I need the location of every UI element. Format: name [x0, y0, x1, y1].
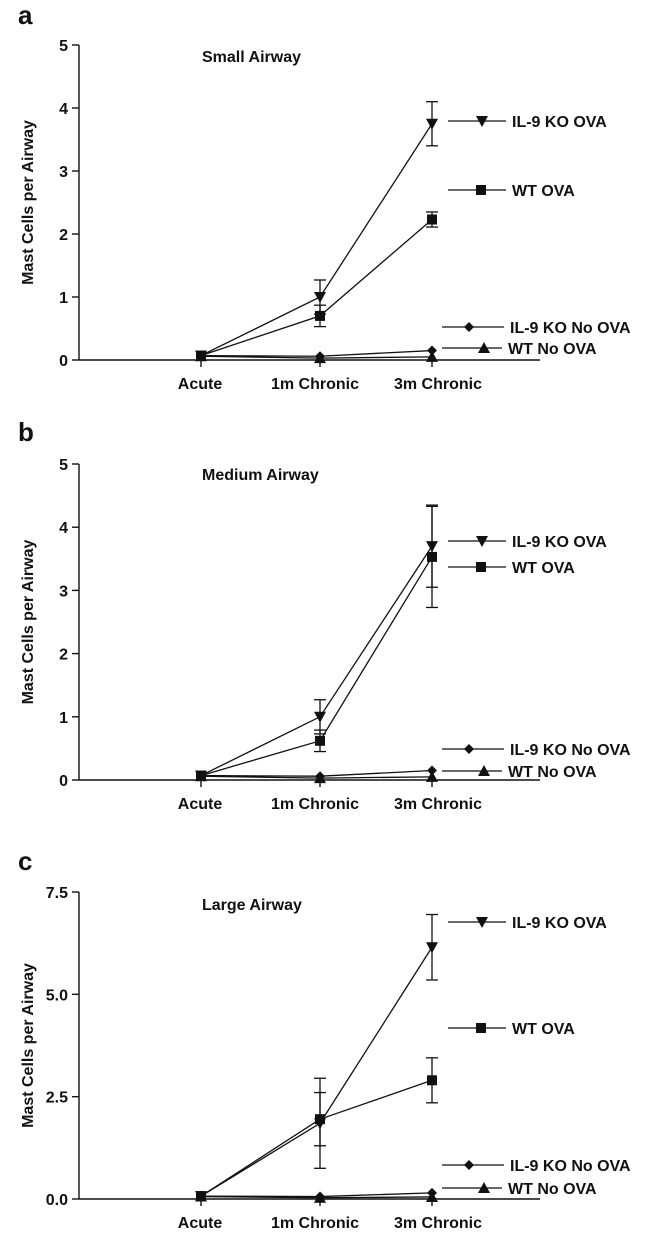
- legend-label: IL-9 KO No OVA: [510, 1158, 631, 1175]
- y-tick-label: 4: [59, 520, 68, 537]
- y-tick-label: 1: [59, 290, 68, 307]
- x-tick-label: 1m Chronic: [271, 376, 359, 393]
- data-point: [426, 350, 438, 362]
- panel-letter: a: [18, 0, 33, 30]
- data-point: [427, 765, 437, 776]
- series-il-9-ko-no-ova: IL-9 KO No OVA: [196, 742, 631, 782]
- data-point: [195, 770, 207, 782]
- data-point: [426, 942, 438, 954]
- data-point: [195, 1190, 207, 1202]
- y-axis-label: Mast Cells per Airway: [20, 120, 37, 285]
- legend-marker: [476, 1023, 486, 1033]
- data-point: [426, 770, 438, 782]
- legend-label: WT OVA: [512, 1021, 575, 1038]
- y-tick-label: 5: [59, 38, 68, 55]
- y-tick-label: 5.0: [46, 987, 68, 1004]
- data-point: [314, 711, 326, 723]
- y-tick-label: 0.0: [46, 1192, 68, 1209]
- x-tick-label: Acute: [178, 1215, 223, 1232]
- data-point: [314, 1191, 326, 1203]
- y-tick-label: 0: [59, 773, 68, 790]
- legend-label: IL-9 KO No OVA: [510, 742, 631, 759]
- y-axis-label: Mast Cells per Airway: [20, 963, 37, 1128]
- x-tick-label: 1m Chronic: [271, 796, 359, 813]
- y-tick-label: 5: [59, 457, 68, 474]
- legend-label: WT No OVA: [508, 341, 597, 358]
- data-point: [427, 345, 437, 356]
- data-point: [195, 350, 207, 362]
- legend-label: IL-9 KO OVA: [512, 534, 607, 551]
- x-tick-label: 3m Chronic: [394, 376, 482, 393]
- legend-marker: [476, 116, 488, 127]
- legend-label: WT No OVA: [508, 1181, 597, 1198]
- legend-marker: [476, 536, 488, 547]
- legend-label: IL-9 KO No OVA: [510, 320, 631, 337]
- x-tick-label: Acute: [178, 796, 223, 813]
- x-tick-label: 1m Chronic: [271, 1215, 359, 1232]
- chart-title: Large Airway: [202, 897, 302, 914]
- data-point: [315, 735, 325, 746]
- chart-panel-b: b Medium Airway 0 1 2 3 4 5 Acute 1m Chronic 3m Ch…: [18, 417, 631, 813]
- data-point: [314, 772, 326, 784]
- series-wt-no-ova: WT No OVA: [195, 764, 597, 784]
- series-wt-no-ova: WT No OVA: [195, 1181, 597, 1203]
- y-tick-label: 2.5: [46, 1090, 68, 1107]
- data-point: [315, 310, 325, 321]
- y-axis-label: Mast Cells per Airway: [20, 540, 37, 705]
- y-tick-label: 0: [59, 353, 68, 370]
- series-wt-no-ova: WT No OVA: [195, 341, 597, 364]
- data-point: [427, 1075, 437, 1086]
- legend-label: WT No OVA: [508, 764, 597, 781]
- data-point: [426, 1190, 438, 1202]
- x-tick-label: 3m Chronic: [394, 796, 482, 813]
- y-tick-label: 7.5: [46, 885, 68, 902]
- legend-marker: [476, 562, 486, 572]
- series-line: [200, 1079, 433, 1197]
- chart-panel-a: a Small Airway 0 1 2 3 4 5 Acute 1m Chronic 3m Chr…: [18, 0, 631, 393]
- legend-label: IL-9 KO OVA: [512, 114, 607, 131]
- legend-marker: [478, 1182, 490, 1193]
- data-point: [427, 214, 437, 225]
- chart-title: Medium Airway: [202, 467, 319, 484]
- chart-title: Small Airway: [202, 49, 301, 66]
- panel-letter: b: [18, 417, 34, 447]
- legend-marker: [478, 342, 490, 353]
- data-point: [427, 551, 437, 562]
- panel-letter: c: [18, 846, 32, 876]
- y-tick-label: 4: [59, 101, 68, 118]
- legend-label: WT OVA: [512, 560, 575, 577]
- legend-label: IL-9 KO OVA: [512, 915, 607, 932]
- legend-marker: [476, 185, 486, 195]
- legend-label: WT OVA: [512, 183, 575, 200]
- data-point: [315, 1114, 325, 1125]
- series-line: [200, 946, 433, 1197]
- y-tick-label: 1: [59, 710, 68, 727]
- data-point: [314, 352, 326, 364]
- y-tick-label: 2: [59, 647, 68, 664]
- y-tick-label: 2: [59, 227, 68, 244]
- legend-marker: [464, 744, 474, 754]
- legend-marker: [476, 917, 488, 928]
- series-wt-ova: WT OVA: [196, 183, 575, 361]
- chart-panel-c: c Large Airway 0.0 2.5 5.0 7.5 Acute 1m Chronic…: [18, 846, 631, 1232]
- legend-marker: [464, 322, 474, 332]
- y-tick-label: 3: [59, 583, 68, 600]
- x-tick-label: 3m Chronic: [394, 1215, 482, 1232]
- x-tick-label: Acute: [178, 376, 223, 393]
- legend-marker: [478, 765, 490, 776]
- y-tick-label: 3: [59, 164, 68, 181]
- series-line: [200, 219, 433, 357]
- data-point: [314, 292, 326, 303]
- data-point: [426, 118, 438, 130]
- legend-marker: [464, 1160, 474, 1170]
- series-il-9-ko-ova: IL-9 KO OVA: [195, 504, 607, 782]
